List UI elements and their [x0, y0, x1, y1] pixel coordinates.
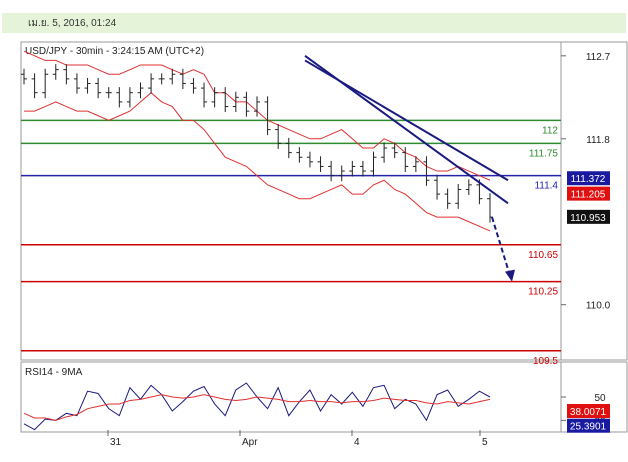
- main-panel-frame: [20, 41, 562, 361]
- price-tags: 111.372 111.205 110.953: [567, 171, 610, 224]
- level-label-3: 110.65: [528, 250, 558, 261]
- date-bar: เม.ย. 5, 2016, 01:24: [2, 13, 626, 33]
- price-tag-bg-1: [567, 186, 610, 201]
- time-axis: 31 Apr 4 5: [107, 430, 488, 448]
- chart-title: USD/JPY - 30min - 3:24:15 AM (UTC+2): [25, 46, 204, 57]
- trendlines: [304, 55, 515, 282]
- bollinger-lower: [24, 92, 491, 232]
- level-label-2: 111.4: [534, 181, 558, 192]
- main-axis-frame: [560, 41, 628, 361]
- datetime-label: เม.ย. 5, 2016, 01:24: [28, 18, 117, 29]
- rsi-tag-1: 25.3901: [570, 422, 607, 433]
- price-axis: 112.7 111.8 110.0: [561, 52, 611, 312]
- xtick-label-3: 5: [482, 437, 488, 448]
- rsi-title: RSI14 - 9MA: [25, 367, 83, 378]
- xtick-label-2: 4: [354, 437, 360, 448]
- rsi-ytick-label-0: 50: [594, 393, 606, 404]
- rsi-tag-bg-1: [567, 418, 610, 433]
- rsi-series-1: [23, 394, 491, 421]
- level-label-5: 109.5: [533, 356, 558, 367]
- header: เม.ย. 5, 2016, 01:24: [0, 0, 628, 36]
- xtick-label-1: Apr: [242, 437, 258, 448]
- ytick-label-0: 112.7: [586, 52, 611, 63]
- rsi-tag-0: 38.0071: [570, 407, 607, 418]
- rsi-panel-frame: [20, 361, 562, 433]
- price-tag-bg-2: [567, 209, 610, 224]
- level-label-4: 110.25: [528, 287, 558, 298]
- projection-arrow-line: [491, 216, 511, 276]
- level-label-1: 111.75: [529, 148, 559, 159]
- price-tag-bg-0: [567, 171, 610, 186]
- price-tag-1: 111.205: [571, 190, 606, 201]
- rsi-tag-bg-0: [567, 403, 610, 418]
- projection-arrow-head: [505, 269, 515, 282]
- xtick-label-0: 31: [110, 437, 122, 448]
- price-tag-2: 110.953: [570, 213, 606, 224]
- level-label-0: 112: [542, 125, 558, 136]
- ytick-label-1: 111.8: [586, 135, 610, 146]
- trendline-1: [304, 59, 509, 182]
- ytick-label-2: 110.0: [586, 301, 611, 312]
- price-tag-0: 111.372: [571, 174, 606, 185]
